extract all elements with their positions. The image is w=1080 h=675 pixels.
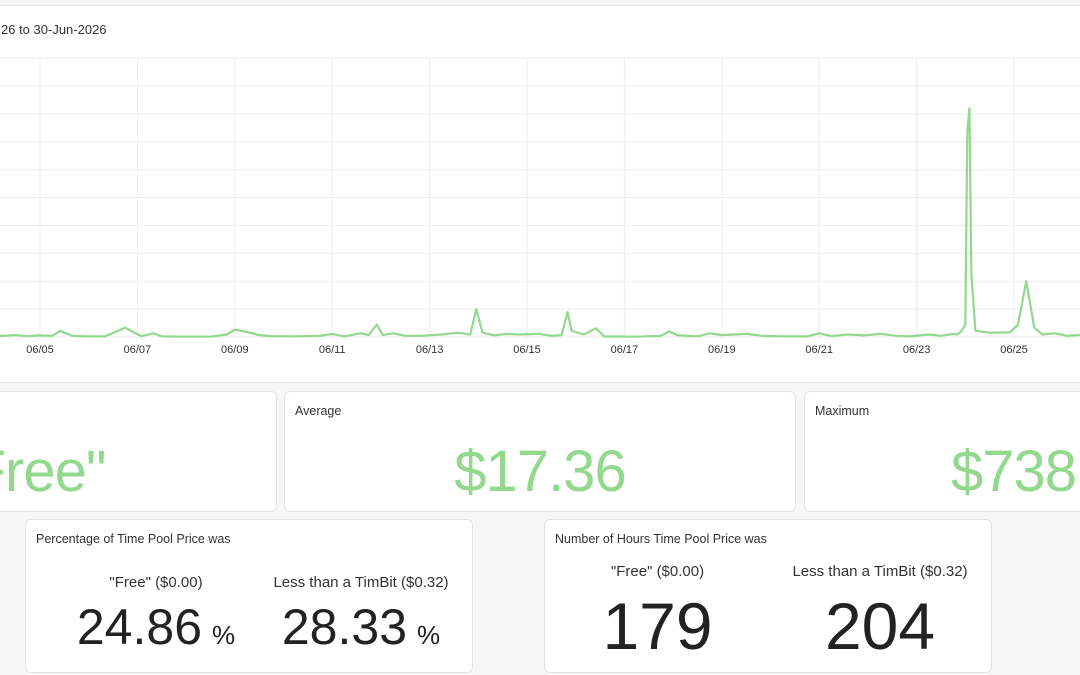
x-tick-label: 06/15 [513, 344, 541, 356]
pct-timbit-unit: % [417, 620, 441, 650]
price-chart-card: 06/05 06/07 06/09 06/11 06/13 06/15 06/17 06/19… [0, 5, 1080, 383]
percentage-card: Percentage of Time Pool Price was "Free"… [25, 519, 473, 673]
x-tick-label: 06/11 [319, 344, 346, 356]
pct-free-number: 24.86 [76, 599, 202, 655]
x-tick-label: 06/17 [611, 344, 639, 356]
maximum-value: $738 [951, 439, 1077, 504]
pct-timbit-value: 28.33% [241, 598, 472, 656]
pct-free-unit: % [212, 620, 236, 650]
hours-title: Number of Hours Time Pool Price was [555, 532, 767, 546]
average-value: $17.36 [454, 439, 626, 504]
chart-date-range: 26 to 30-Jun-2026 [1, 22, 107, 37]
hours-card: Number of Hours Time Pool Price was "Fre… [544, 519, 992, 673]
hours-timbit-value: 204 [824, 589, 936, 663]
minimum-value: "Free" [0, 439, 106, 504]
x-tick-label: 06/23 [903, 344, 931, 356]
x-tick-label: 06/09 [221, 344, 249, 356]
x-tick-label: 06/13 [416, 344, 444, 356]
average-card: Average $17.36 [284, 391, 796, 512]
percentage-title: Percentage of Time Pool Price was [36, 532, 231, 546]
pct-timbit-label: Less than a TimBit ($0.32) [273, 574, 449, 591]
hours-free-value: 179 [602, 589, 713, 663]
x-tick-label: 06/21 [805, 344, 833, 356]
hours-timbit-label: Less than a TimBit ($0.32) [792, 563, 968, 580]
x-tick-label: 06/07 [124, 344, 152, 356]
price-series-line [0, 107, 1080, 338]
x-tick-label: 06/05 [26, 344, 54, 356]
pct-free-value: 24.86% [36, 598, 276, 656]
pct-free-label: "Free" ($0.00) [109, 574, 203, 591]
x-tick-label: 06/19 [708, 344, 736, 356]
maximum-label: Maximum [815, 404, 870, 418]
pct-timbit-number: 28.33 [281, 599, 407, 655]
price-chart: 06/05 06/07 06/09 06/11 06/13 06/15 06/17 06/19… [0, 57, 1080, 356]
hours-free-label: "Free" ($0.00) [610, 563, 705, 580]
minimum-card: "Free" [0, 391, 277, 512]
maximum-card: Maximum $738 [804, 391, 1080, 512]
x-tick-label: 06/25 [1000, 344, 1028, 356]
average-label: Average [295, 404, 342, 418]
